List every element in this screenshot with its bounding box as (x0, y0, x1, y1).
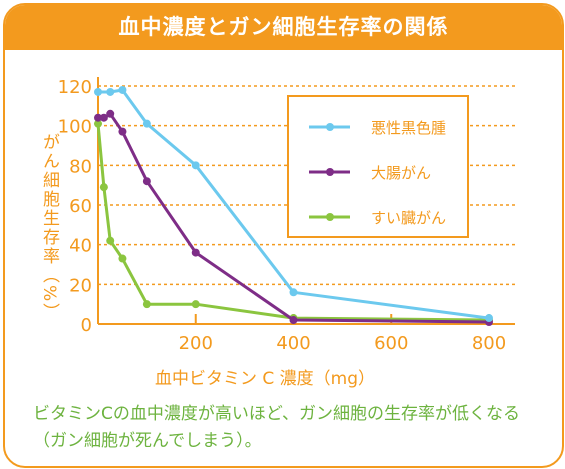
x-tick-label: 400 (276, 333, 310, 354)
y-tick-label: 40 (69, 236, 92, 257)
axes: 0 20 40 60 80 100 120 200 400 600 800 (58, 77, 515, 354)
caption-text: ビタミンCの血中濃度が高いほど、ガン細胞の生存率が低くなる（ガン細胞が死んでしま… (33, 404, 521, 451)
legend-box (287, 95, 469, 238)
y-tick-label: 100 (58, 117, 92, 138)
data-point (99, 113, 108, 122)
legend-label: 悪性黒色腫 (371, 119, 446, 137)
y-tick-label: 20 (69, 275, 92, 296)
data-point (94, 113, 102, 122)
y-tick-label: 0 (81, 315, 92, 336)
data-point (142, 119, 151, 128)
data-point (142, 300, 151, 309)
y-tick-label: 60 (69, 196, 92, 217)
data-point (106, 236, 115, 245)
legend-label: 大腸がん (371, 164, 431, 182)
series-lines (94, 85, 493, 327)
data-point (94, 87, 102, 96)
data-point (289, 288, 298, 297)
series-line-3 (96, 123, 490, 322)
legend-label: すい臓がん (371, 209, 446, 227)
data-point (191, 161, 200, 170)
data-point (142, 177, 151, 186)
x-tick-label: 800 (472, 333, 506, 354)
x-tick-label: 600 (374, 333, 408, 354)
legend-marker (326, 213, 334, 221)
chart-title: 血中濃度とガン細胞生存率の関係 (5, 5, 562, 50)
y-tick-label: 80 (69, 156, 92, 177)
data-point (191, 300, 200, 309)
data-point (118, 85, 127, 94)
y-tick-label: 120 (58, 77, 92, 98)
data-point (106, 109, 115, 118)
x-axis-label: 血中ビタミン C 濃度（mg） (155, 369, 375, 389)
y-axis-label: がん細胞生存率（%） (39, 133, 60, 322)
data-point (94, 119, 102, 128)
data-point (106, 87, 115, 96)
axis-labels: 血中ビタミン C 濃度（mg） がん細胞生存率（%） (39, 133, 375, 389)
data-point (485, 314, 493, 323)
chart-area: 0 20 40 60 80 100 120 200 400 600 800 悪性黒色腫大腸がんすい臓… (39, 77, 515, 389)
legend-marker (326, 123, 334, 131)
legend-marker (326, 168, 334, 176)
data-point (118, 127, 127, 136)
data-point (118, 254, 127, 263)
data-point (289, 316, 298, 325)
data-point (191, 248, 200, 257)
infographic-card: 血中濃度とガン細胞生存率の関係 0 20 40 60 80 100 120 200 400 600… (3, 3, 564, 468)
x-tick-label: 200 (179, 333, 213, 354)
data-point (99, 183, 108, 192)
